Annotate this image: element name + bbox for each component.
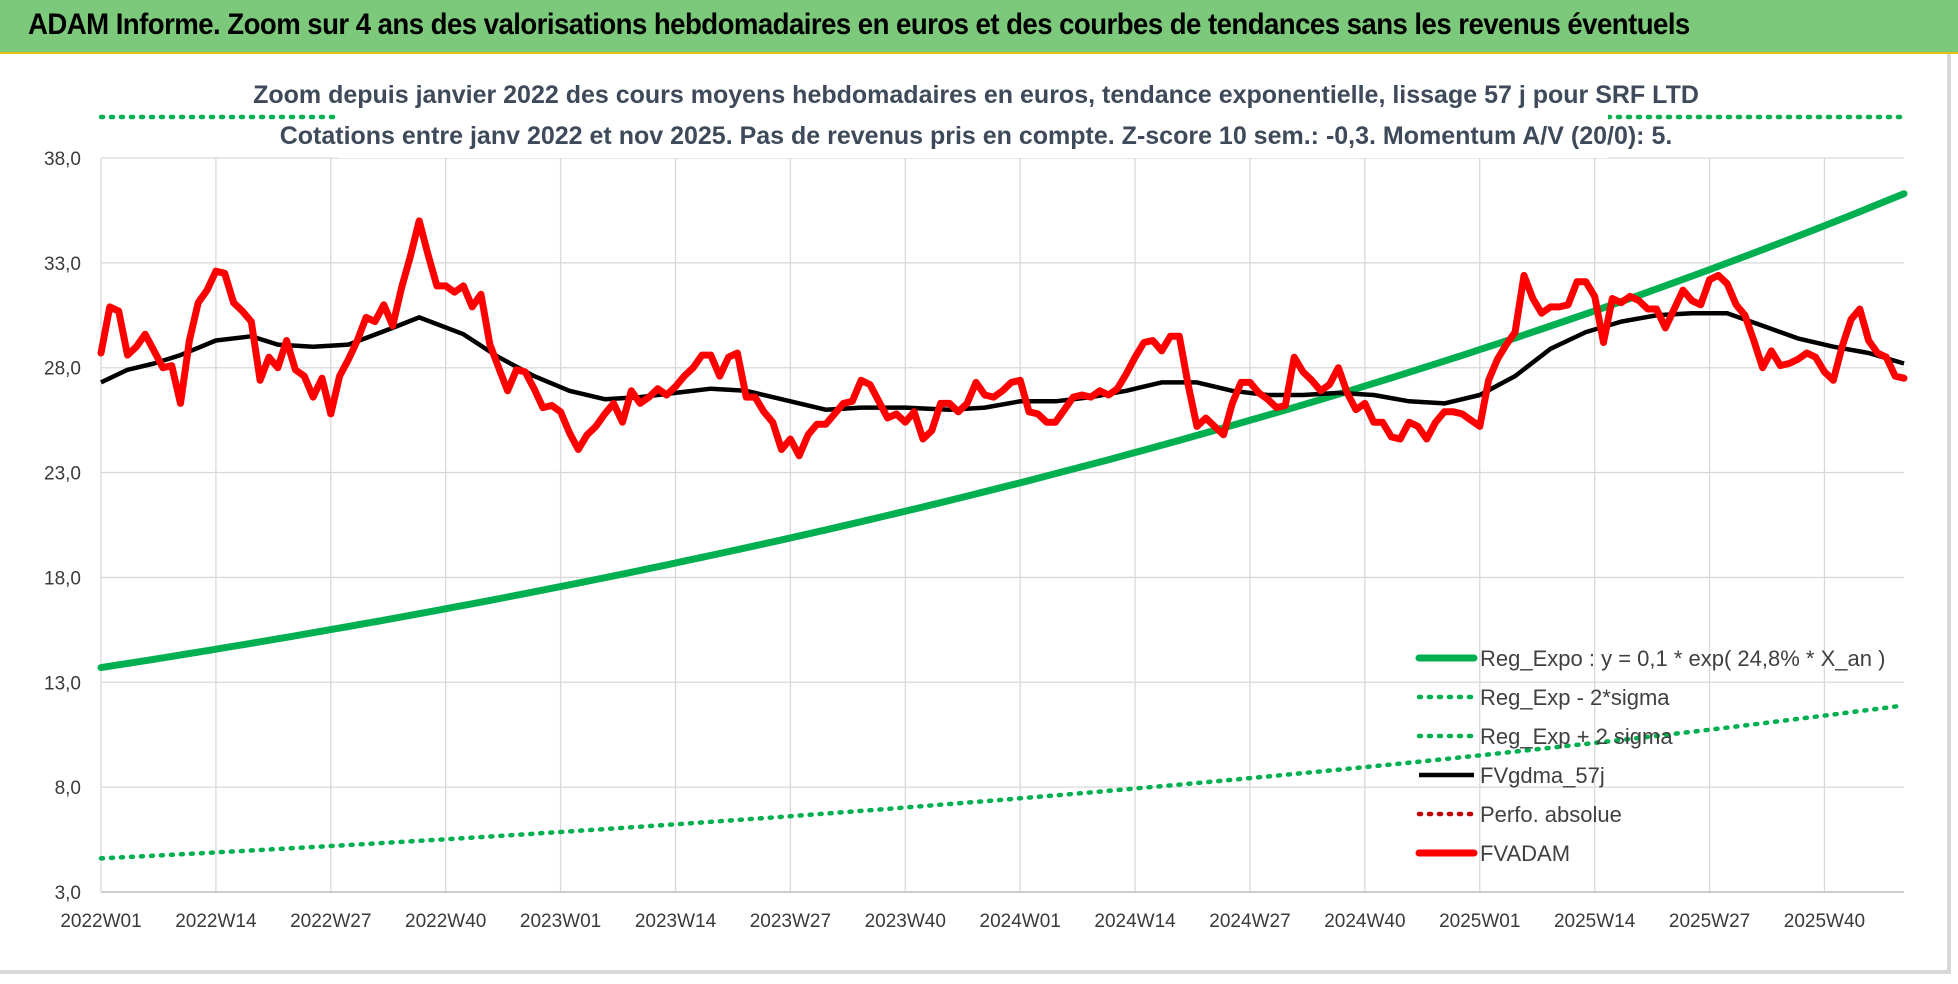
chart-subtitle: Cotations entre janv 2022 et nov 2025. P…	[280, 122, 1673, 150]
legend-label-perfo-absolue: Perfo. absolue	[1480, 802, 1622, 827]
x-tick-label: 2023W14	[635, 911, 717, 932]
y-tick-label: 18,0	[44, 568, 81, 589]
report-title: ADAM Informe. Zoom sur 4 ans des valoris…	[28, 8, 1690, 41]
y-tick-label: 23,0	[44, 464, 81, 485]
x-tick-label: 2025W27	[1669, 911, 1750, 932]
y-tick-label: 38,0	[44, 149, 81, 170]
x-tick-label: 2025W01	[1439, 911, 1520, 932]
legend-label-reg-expo-y-0-1-exp-24-8-x-an: Reg_Expo : y = 0,1 * exp( 24,8% * X_an )	[1480, 646, 1885, 671]
x-tick-label: 2025W40	[1784, 911, 1865, 932]
legend: Reg_Expo : y = 0,1 * exp( 24,8% * X_an )…	[1415, 646, 1885, 866]
series-line-fvadam	[97, 217, 1908, 460]
x-tick-label: 2023W27	[750, 911, 831, 932]
gridlines	[100, 157, 1904, 893]
y-tick-label: 33,0	[44, 254, 81, 275]
chart-frame	[0, 54, 1951, 974]
x-tick-label: 2024W40	[1324, 911, 1405, 932]
series-lines	[97, 114, 1908, 861]
x-tick-label: 2022W14	[175, 911, 257, 932]
x-tick-label: 2022W40	[405, 911, 486, 932]
y-axis-ticks: 3,0 8,0 13,0 18,0 23,0 28,0 33,0 38,0	[44, 149, 81, 904]
legend-label-reg-exp-2-sigma: Reg_Exp - 2*sigma	[1480, 685, 1670, 710]
y-tick-label: 3,0	[55, 883, 81, 904]
series-line-reg-expo-y-0-1-exp-24-8-x-an	[97, 190, 1908, 672]
y-tick-label: 8,0	[55, 778, 81, 799]
legend-label-reg-exp-2-sigma: Reg_Exp + 2 sigma	[1480, 724, 1673, 749]
x-tick-label: 2022W01	[60, 911, 141, 932]
x-tick-label: 2023W40	[865, 911, 946, 932]
y-tick-label: 13,0	[44, 673, 81, 694]
x-tick-label: 2024W01	[980, 911, 1061, 932]
x-tick-label: 2023W01	[520, 911, 601, 932]
y-tick-label: 28,0	[44, 359, 81, 380]
x-tick-label: 2024W14	[1094, 911, 1176, 932]
series-line-reg-exp-2-sigma	[98, 703, 1907, 861]
x-tick-label: 2025W14	[1554, 911, 1636, 932]
series-line-fvgdma-57j	[100, 310, 1905, 412]
subtitle-background	[338, 74, 1608, 158]
x-tick-label: 2022W27	[290, 911, 371, 932]
chart-title: Zoom depuis janvier 2022 des cours moyen…	[253, 81, 1699, 109]
x-axis-ticks: 2022W01 2022W14 2022W27 2022W40 2023W01 2023W…	[60, 911, 1865, 932]
report-banner: ADAM Informe. Zoom sur 4 ans des valoris…	[0, 0, 1958, 54]
x-tick-label: 2024W27	[1209, 911, 1290, 932]
legend-label-fvgdma-57j: FVgdma_57j	[1480, 763, 1605, 788]
legend-label-fvadam: FVADAM	[1480, 841, 1570, 866]
